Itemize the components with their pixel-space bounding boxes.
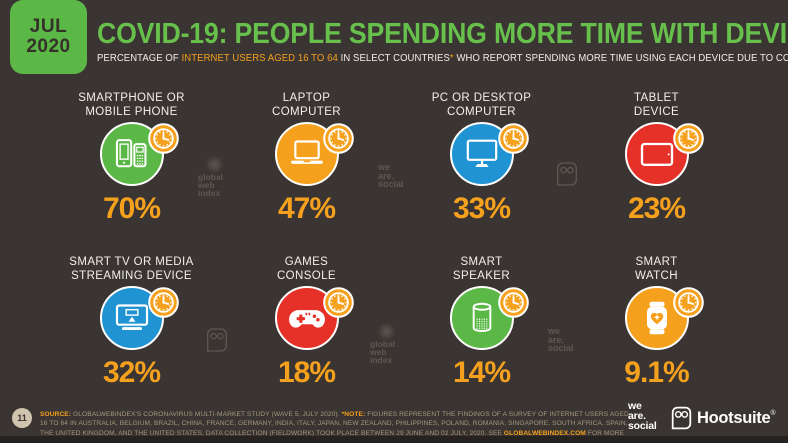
hootsuite-owl-icon <box>671 406 692 430</box>
device-percentage: 32% <box>102 356 161 389</box>
device-card-games-console: GAMES CONSOLE <box>219 256 394 390</box>
subtitle-asterisk: * <box>449 53 454 64</box>
date-month: JUL <box>29 16 68 37</box>
device-percentage: 47% <box>277 192 336 225</box>
clock-badge-icon <box>672 286 705 319</box>
clock-badge-icon <box>497 286 530 319</box>
device-bubble <box>449 122 529 186</box>
device-bubble <box>449 286 529 350</box>
wearesocial-logo: we are. social <box>628 400 657 432</box>
clock-badge-icon <box>147 122 180 155</box>
clock-badge-icon <box>672 122 705 155</box>
subtitle: PERCENTAGE OF INTERNET USERS AGED 16 TO … <box>97 53 788 64</box>
source-label: SOURCE: <box>40 410 72 418</box>
device-bubble <box>274 286 354 350</box>
globalwebindex-link: GLOBALWEBINDEX.COM <box>503 429 586 437</box>
clock-badge-icon <box>147 286 180 319</box>
device-percentage: 23% <box>627 192 686 225</box>
device-card-smartphone: SMARTPHONE OR MOBILE PHONE <box>44 92 219 226</box>
device-bubble <box>624 286 704 350</box>
note-label: *NOTE: <box>341 410 366 418</box>
clock-badge-icon <box>497 122 530 155</box>
device-label: SMART WATCH <box>635 256 678 282</box>
clock-badge-icon <box>322 122 355 155</box>
device-bubble <box>274 122 354 186</box>
device-card-smart-speaker: SMART SPEAKER <box>394 256 569 390</box>
device-percentage: 9.1% <box>624 356 689 389</box>
device-label: LAPTOP COMPUTER <box>271 92 341 118</box>
device-label: SMARTPHONE OR MOBILE PHONE <box>78 92 185 118</box>
hootsuite-wordmark: Hootsuite <box>697 408 771 427</box>
bottom-edge-strip <box>0 436 788 443</box>
page-number: 11 <box>17 413 27 423</box>
desktop-icon <box>449 122 514 186</box>
device-percentage: 18% <box>277 356 336 389</box>
device-card-smart-tv: SMART TV OR MEDIA STREAMING DEVICE <box>44 256 219 390</box>
subtitle-highlight: INTERNET USERS AGED 16 TO 64 <box>181 53 338 64</box>
device-percentage: 70% <box>102 192 161 225</box>
device-card-tablet: TABLET DEVICE <box>569 92 744 226</box>
device-card-smart-watch: SMART WATCH <box>569 256 744 390</box>
page-number-badge: 11 <box>12 408 32 428</box>
device-label: PC OR DESKTOP COMPUTER <box>431 92 532 118</box>
device-row-1: SMARTPHONE OR MOBILE PHONE <box>44 92 744 226</box>
device-percentage: 14% <box>452 356 511 389</box>
subtitle-suffix: WHO REPORT SPENDING MORE TIME USING EACH… <box>453 53 788 64</box>
device-label: GAMES CONSOLE <box>276 256 337 282</box>
device-label: TABLET DEVICE <box>633 92 680 118</box>
device-bubble <box>99 122 179 186</box>
subtitle-mid: IN SELECT COUNTRIES <box>337 53 450 64</box>
subtitle-prefix: PERCENTAGE OF <box>97 53 182 64</box>
clock-badge-icon <box>322 286 355 319</box>
hootsuite-logo: Hootsuite ® <box>671 406 776 430</box>
device-row-2: SMART TV OR MEDIA STREAMING DEVICE <box>44 256 744 390</box>
device-bubble <box>624 122 704 186</box>
page-title: COVID-19: PEOPLE SPENDING MORE TIME WITH… <box>97 18 788 50</box>
device-label: SMART SPEAKER <box>452 256 511 282</box>
device-label: SMART TV OR MEDIA STREAMING DEVICE <box>69 256 194 282</box>
date-tab: JUL 2020 <box>10 0 87 74</box>
device-percentage: 33% <box>452 192 511 225</box>
device-card-desktop: PC OR DESKTOP COMPUTER <box>394 92 569 226</box>
games-console-icon <box>274 286 339 350</box>
registered-mark: ® <box>770 409 776 417</box>
date-year: 2020 <box>26 36 71 57</box>
device-bubble <box>99 286 179 350</box>
device-card-laptop: LAPTOP COMPUTER <box>219 92 394 226</box>
